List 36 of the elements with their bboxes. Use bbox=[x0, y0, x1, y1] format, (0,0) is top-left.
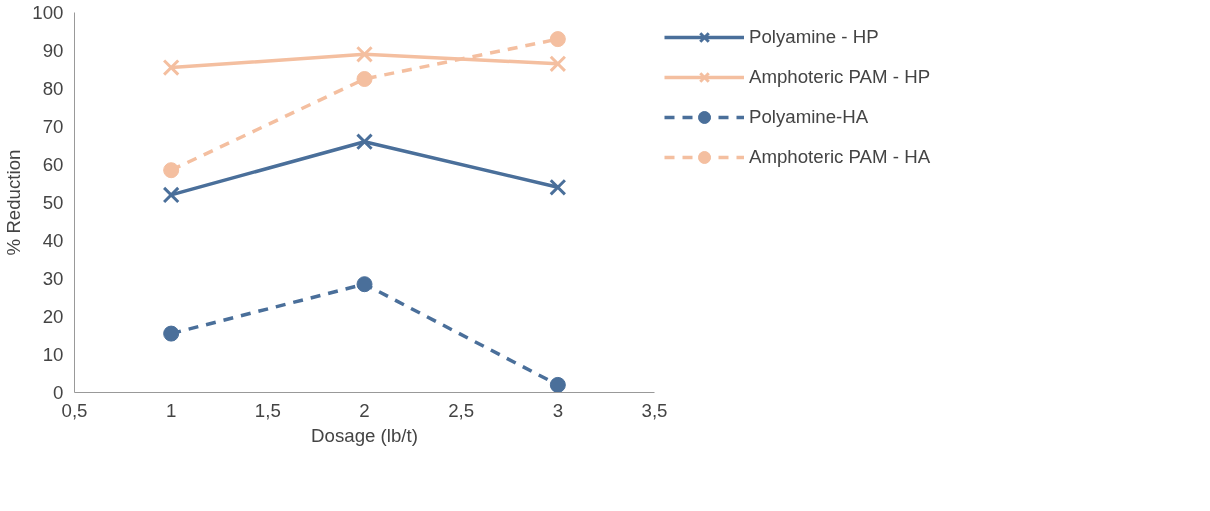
y-tick-label: 30 bbox=[42, 268, 64, 289]
y-tick-label: 20 bbox=[42, 306, 64, 327]
x-axis-title: Dosage (lb/t) bbox=[311, 424, 418, 446]
legend-label: Amphoteric PAM - HP bbox=[749, 66, 931, 88]
y-tick-label: 100 bbox=[32, 2, 64, 23]
point bbox=[549, 376, 566, 393]
x-tick-label: 3 bbox=[552, 399, 564, 421]
x-tick-label: 1,5 bbox=[254, 399, 281, 421]
point bbox=[163, 162, 180, 179]
point bbox=[355, 133, 374, 151]
y-tick-label: 10 bbox=[42, 344, 64, 365]
y-tick-label: 50 bbox=[42, 192, 64, 213]
point bbox=[162, 59, 180, 77]
point bbox=[356, 276, 373, 293]
y-tick-label: 90 bbox=[42, 40, 64, 61]
point bbox=[163, 325, 180, 342]
legend-label: Amphoteric PAM - HA bbox=[749, 146, 931, 168]
x-tick-label: 3,5 bbox=[641, 399, 668, 421]
point bbox=[549, 31, 566, 48]
point bbox=[356, 71, 373, 87]
y-tick-label: 0 bbox=[53, 382, 64, 403]
point bbox=[549, 55, 567, 73]
y-tick-label: 80 bbox=[42, 78, 64, 99]
x-tick-label: 2 bbox=[359, 399, 370, 421]
point bbox=[549, 178, 567, 196]
point bbox=[355, 45, 374, 63]
y-tick-label: 70 bbox=[42, 116, 64, 137]
x-tick-label: 0,5 bbox=[61, 399, 88, 421]
legend-label: Polyamine - HP bbox=[749, 26, 879, 48]
point bbox=[162, 186, 180, 204]
y-tick-label: 40 bbox=[42, 230, 64, 251]
y-axis-title: % Reduction bbox=[3, 149, 25, 256]
legend-label: Polyamine-HA bbox=[749, 106, 869, 128]
x-tick-label: 2,5 bbox=[448, 399, 475, 421]
y-tick-label: 60 bbox=[42, 154, 64, 175]
x-tick-label: 1 bbox=[165, 399, 177, 421]
